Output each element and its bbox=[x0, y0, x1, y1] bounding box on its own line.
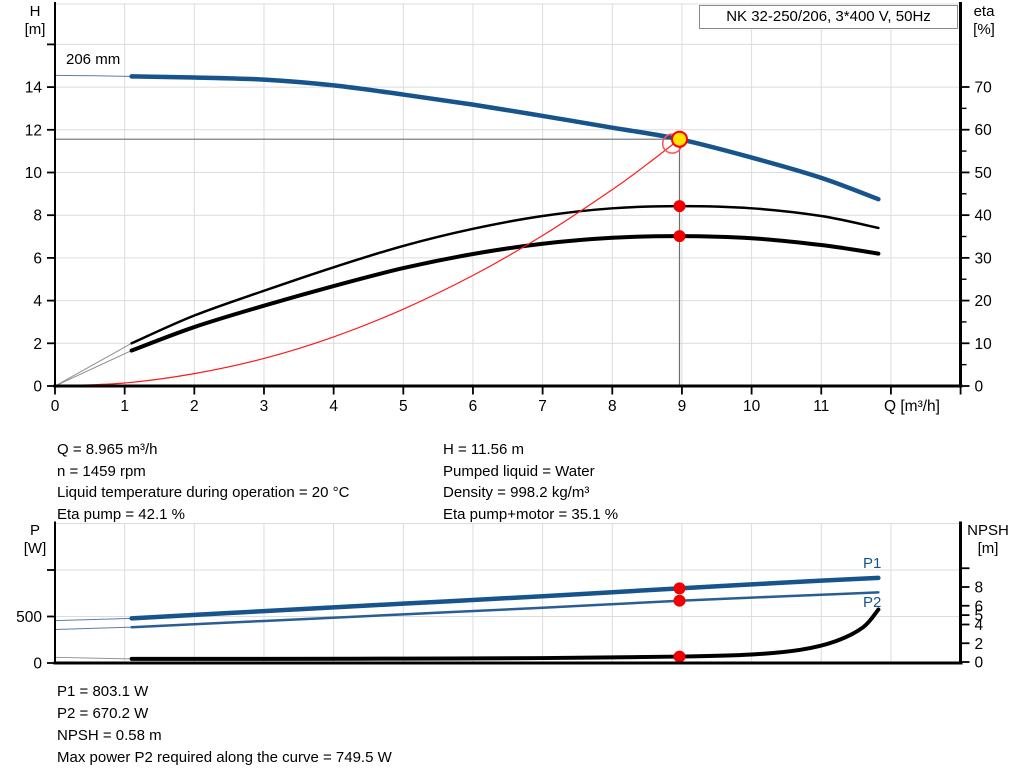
x-axis-tick-label: 10 bbox=[743, 398, 761, 415]
x-axis-tick-label: 0 bbox=[51, 398, 60, 415]
p2-curve-lead bbox=[54, 626, 132, 631]
info-line-eta-tot: Eta pump+motor = 35.1 % bbox=[443, 505, 619, 523]
right-axis-tick-label: 70 bbox=[975, 80, 993, 97]
left-axis-tick-label: 4 bbox=[33, 293, 42, 310]
p1-curve-lead bbox=[54, 617, 132, 622]
left-axis-tick-label: 14 bbox=[25, 80, 43, 97]
x-axis-tick-label: 8 bbox=[608, 398, 617, 415]
right-axis-tick-label: 50 bbox=[975, 165, 993, 182]
info-line-temp: Liquid temperature during operation = 20… bbox=[57, 484, 350, 501]
info-line-density: Density = 998.2 kg/m³ bbox=[443, 484, 590, 501]
p2-curve-label: P2 bbox=[863, 594, 882, 611]
power-info-block: P1 = 803.1 W P2 = 670.2 W NPSH = 0.58 m … bbox=[57, 681, 392, 769]
duty-point bbox=[671, 130, 689, 148]
system-curve bbox=[54, 138, 681, 387]
npsh-curve-lead bbox=[54, 656, 132, 660]
info-line-q: Q = 8.965 m³/h bbox=[57, 441, 158, 458]
p2-point bbox=[673, 594, 686, 607]
head-curve bbox=[129, 74, 881, 202]
x-axis-tick-label: 5 bbox=[399, 398, 408, 415]
npsh-curve bbox=[129, 607, 881, 661]
impeller-size-label: 206 mm bbox=[66, 51, 121, 68]
eta-pump-motor-point bbox=[673, 230, 686, 243]
left-axis-tick-label: 6 bbox=[33, 250, 42, 267]
p1-curve-label: P1 bbox=[863, 555, 882, 572]
right-axis-tick-label: 2 bbox=[975, 636, 984, 653]
right-axis-tick-label: 0 bbox=[975, 655, 984, 672]
x-axis-tick-label: 3 bbox=[260, 398, 269, 415]
info-line-p1: P1 = 803.1 W bbox=[57, 683, 149, 700]
eta-pump-curve-lead bbox=[54, 342, 132, 387]
p2-curve bbox=[130, 591, 880, 629]
npsh-axis-title: NPSH bbox=[967, 522, 1009, 539]
info-line-maxp: Max power P2 required along the curve = … bbox=[57, 749, 392, 766]
info-line-p2: P2 = 670.2 W bbox=[57, 705, 149, 722]
eta-axis-title: eta bbox=[973, 3, 995, 20]
q-axis-label: Q [m³/h] bbox=[884, 398, 940, 415]
head-curve-lead bbox=[54, 74, 132, 77]
x-axis-tick-label: 2 bbox=[190, 398, 199, 415]
info-line-liquid: Pumped liquid = Water bbox=[443, 462, 595, 480]
title-box: NK 32-250/206, 3*400 V, 50Hz bbox=[699, 5, 958, 29]
left-axis-tick-label: 0 bbox=[33, 379, 42, 396]
right-axis-tick-label: 4 bbox=[975, 617, 984, 634]
eta-pump-motor-curve-lead bbox=[54, 350, 132, 387]
left-axis-tick-label: 2 bbox=[33, 336, 42, 353]
eta-pump-motor-curve bbox=[129, 234, 881, 353]
right-axis-tick-label: 30 bbox=[975, 250, 993, 267]
right-axis-tick-label: 6 bbox=[975, 598, 984, 615]
x-axis-tick-label: 11 bbox=[813, 398, 829, 415]
eta-pump-curve bbox=[130, 204, 880, 345]
info-line-n: n = 1459 rpm bbox=[57, 462, 146, 480]
right-axis-tick-label: 10 bbox=[975, 336, 993, 353]
operating-point-info-right: H = 11.56 m Pumped liquid = Water Densit… bbox=[443, 439, 618, 525]
left-axis-tick-label: 10 bbox=[25, 165, 43, 182]
x-axis-tick-label: 1 bbox=[120, 398, 129, 415]
right-axis-tick-label: 8 bbox=[975, 580, 984, 597]
p1-curve bbox=[129, 575, 881, 621]
right-axis-tick-label: 40 bbox=[975, 208, 993, 225]
npsh-axis-unit: [m] bbox=[977, 540, 999, 557]
x-axis-tick-label: 4 bbox=[329, 398, 338, 415]
p1-point bbox=[673, 582, 686, 595]
info-line-h: H = 11.56 m bbox=[443, 441, 525, 458]
operating-point-info-left: Q = 8.965 m³/h n = 1459 rpm Liquid tempe… bbox=[57, 439, 349, 525]
eta-axis-unit: [%] bbox=[973, 21, 995, 38]
left-axis-tick-label: 12 bbox=[25, 122, 42, 139]
npsh-point bbox=[673, 650, 686, 663]
info-line-npsh: NPSH = 0.58 m bbox=[57, 727, 162, 744]
right-axis-tick-label: 0 bbox=[975, 379, 984, 396]
right-axis-tick-label: 5 bbox=[975, 608, 984, 625]
left-axis-tick-label: 500 bbox=[16, 609, 42, 626]
left-axis-tick-label: 0 bbox=[33, 656, 42, 673]
h-axis-unit: [m] bbox=[24, 21, 46, 38]
info-line-eta: Eta pump = 42.1 % bbox=[57, 505, 185, 523]
x-axis-tick-label: 7 bbox=[538, 398, 547, 415]
x-axis-tick-label: 6 bbox=[469, 398, 478, 415]
p-axis-title: P bbox=[29, 522, 40, 539]
right-axis-tick-label: 60 bbox=[975, 122, 993, 139]
left-axis-tick-label: 8 bbox=[33, 208, 42, 225]
h-axis-title: H bbox=[29, 3, 41, 20]
x-axis-tick-label: 9 bbox=[678, 398, 687, 415]
eta-pump-point bbox=[673, 200, 686, 213]
right-axis-tick-label: 20 bbox=[975, 293, 993, 310]
p-axis-unit: [W] bbox=[23, 540, 47, 557]
